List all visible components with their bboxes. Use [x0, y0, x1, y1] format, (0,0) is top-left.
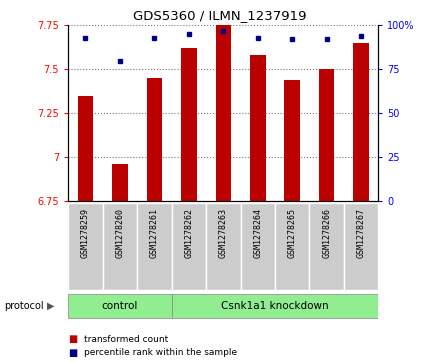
Bar — [78, 96, 93, 201]
Text: percentile rank within the sample: percentile rank within the sample — [84, 348, 237, 357]
Text: protocol: protocol — [4, 301, 44, 311]
Bar — [309, 203, 344, 290]
Bar — [353, 43, 369, 201]
Text: GSM1278265: GSM1278265 — [288, 208, 297, 258]
Bar — [241, 203, 275, 290]
Bar — [319, 69, 334, 201]
Text: GDS5360 / ILMN_1237919: GDS5360 / ILMN_1237919 — [133, 9, 307, 22]
Bar — [172, 203, 206, 290]
Text: GSM1278261: GSM1278261 — [150, 208, 159, 258]
Bar — [250, 55, 265, 201]
Text: GSM1278262: GSM1278262 — [184, 208, 193, 258]
Text: ■: ■ — [68, 334, 77, 344]
Text: GSM1278264: GSM1278264 — [253, 208, 262, 258]
Text: GSM1278260: GSM1278260 — [115, 208, 125, 258]
Text: ■: ■ — [68, 348, 77, 358]
Text: GSM1278259: GSM1278259 — [81, 208, 90, 258]
Bar — [172, 294, 378, 318]
Bar — [103, 203, 137, 290]
Text: ▶: ▶ — [47, 301, 55, 311]
Bar — [147, 78, 162, 201]
Text: control: control — [102, 301, 138, 311]
Text: GSM1278267: GSM1278267 — [357, 208, 366, 258]
Text: GSM1278266: GSM1278266 — [322, 208, 331, 258]
Bar — [68, 294, 172, 318]
Bar — [112, 164, 128, 201]
Bar — [285, 80, 300, 201]
Bar — [206, 203, 241, 290]
Text: transformed count: transformed count — [84, 335, 168, 344]
Bar — [181, 48, 197, 201]
Bar — [68, 203, 103, 290]
Text: GSM1278263: GSM1278263 — [219, 208, 228, 258]
Bar — [137, 203, 172, 290]
Text: Csnk1a1 knockdown: Csnk1a1 knockdown — [221, 301, 329, 311]
Bar — [344, 203, 378, 290]
Bar — [275, 203, 309, 290]
Bar — [216, 25, 231, 201]
